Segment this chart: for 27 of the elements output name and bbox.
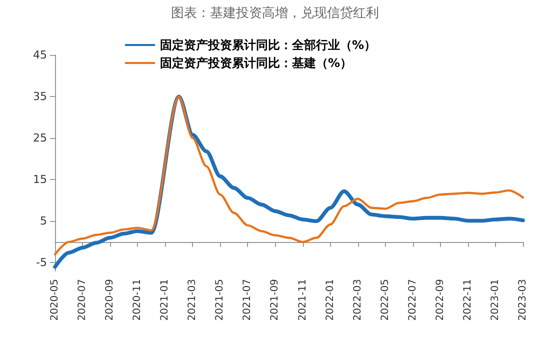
x-tick-label: 2022-01 xyxy=(324,279,336,321)
x-tick-label: 2021-05 xyxy=(214,279,226,321)
x-tick-label: 2021-09 xyxy=(270,279,281,321)
x-tick-label: 2021-03 xyxy=(187,279,198,321)
x-tick-label: 2020-07 xyxy=(77,279,88,321)
y-tick-label: 5 xyxy=(40,214,47,228)
y-tick-label: 45 xyxy=(33,48,47,62)
chart-title: 图表：基建投资高增，兑现信贷红利 xyxy=(171,5,379,21)
y-tick-label: 25 xyxy=(33,132,47,145)
y-tick-label: 35 xyxy=(33,90,47,104)
x-tick-label: 2022-03 xyxy=(352,279,364,321)
y-tick-label: 15 xyxy=(33,173,47,186)
legend-label: 固定资产投资累计同比：基建（%） xyxy=(160,56,352,70)
x-tick-label: 2022-09 xyxy=(434,279,446,321)
x-tick-label: 2023-03 xyxy=(518,279,528,321)
x-tick-label: 2022-11 xyxy=(462,279,474,321)
legend-label: 固定资产投资累计同比：全部行业（%） xyxy=(160,38,376,52)
x-tick-label: 2021-07 xyxy=(242,279,254,321)
x-tick-label: 2020-05 xyxy=(50,279,60,321)
x-tick-label: 2020-11 xyxy=(132,279,144,321)
x-tick-label: 2022-07 xyxy=(407,279,418,321)
x-tick-label: 2022-05 xyxy=(380,279,391,321)
x-tick-label: 2021-11 xyxy=(297,279,308,321)
x-tick-label: 2023-01 xyxy=(490,279,501,321)
x-tick-label: 2021-01 xyxy=(160,279,171,321)
x-tick-label: 2020-09 xyxy=(104,279,116,321)
y-tick-label: -5 xyxy=(36,256,47,270)
